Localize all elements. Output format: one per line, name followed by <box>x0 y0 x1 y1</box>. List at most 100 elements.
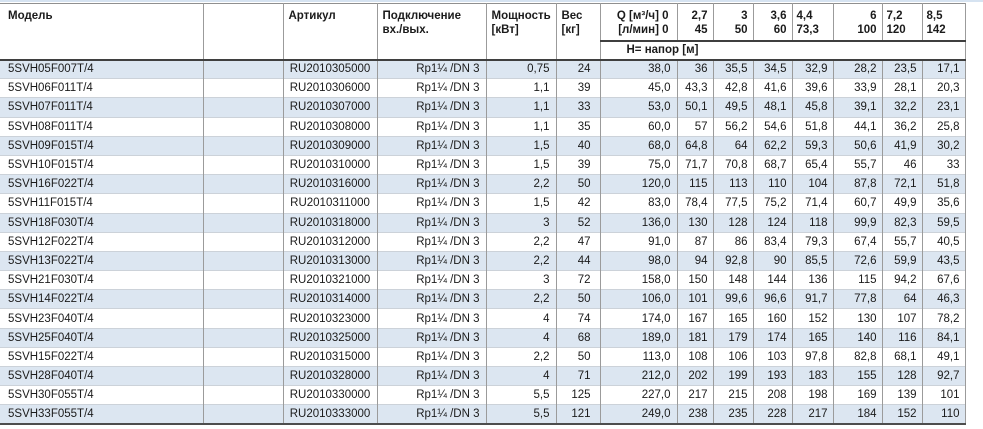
table-row: 5SVH30F055T/4 RU2010330000 Rp1¼ /DN 3 5,5 12… <box>0 385 966 405</box>
cell-head-value: 25,8 <box>922 116 966 137</box>
col-header-weight-line1: Вес <box>561 10 583 22</box>
cell-power: 5,5 <box>486 404 557 425</box>
cell-weight: 74 <box>556 308 601 329</box>
flow-m3h-value: 2,7 <box>691 10 708 22</box>
cell-weight: 24 <box>556 58 601 79</box>
cell-head-value: 41,9 <box>882 135 923 156</box>
cell-weight: 71 <box>556 365 601 386</box>
cell-head-value: 50,1 <box>677 97 714 118</box>
cell-head-value: 28,2 <box>833 58 883 79</box>
flow-col-header: 4,4 73,3 <box>792 3 834 42</box>
cell-power: 2,2 <box>486 250 557 271</box>
cell-empty <box>203 327 284 348</box>
cell-head-value: 150 <box>677 270 714 290</box>
cell-head-value: 32,2 <box>882 97 923 118</box>
flow-m3h-value: 8,5 <box>926 10 943 22</box>
cell-empty <box>203 154 284 175</box>
head-row-label: Н= напор [м] <box>600 40 966 61</box>
cell-head-value: 217 <box>677 385 714 405</box>
cell-article: RU2010305000 <box>283 58 378 79</box>
cell-head-value: 174 <box>753 327 793 348</box>
cell-head-value: 45,8 <box>792 97 834 118</box>
table-header: Модель Артикул Подключение вх./вых. Мощн… <box>0 3 966 61</box>
cell-head-value: 78,2 <box>922 308 966 329</box>
cell-model: 5SVH09F015T/4 <box>0 135 204 156</box>
cell-connection: Rp1¼ /DN 3 <box>377 404 487 425</box>
cell-weight: 42 <box>556 193 601 213</box>
flow-col-header: 8,5 142 <box>922 3 966 42</box>
cell-head-value: 28,1 <box>882 78 923 98</box>
table-row: 5SVH28F040T/4 RU2010328000 Rp1¼ /DN 3 4 71 21… <box>0 365 966 386</box>
flow-lmin-value: 50 <box>734 24 748 36</box>
col-header-power: Мощность [кВт] <box>486 3 557 61</box>
cell-article: RU2010309000 <box>283 135 378 156</box>
cell-article: RU2010330000 <box>283 385 378 405</box>
cell-head-q0: 249,0 <box>600 404 678 425</box>
cell-head-value: 64,8 <box>677 135 714 156</box>
cell-head-value: 130 <box>833 308 883 329</box>
cell-head-value: 83,4 <box>753 231 793 252</box>
col-header-flow-line2: [л/мин] 0 <box>618 24 669 36</box>
flow-lmin-value: 45 <box>694 24 708 36</box>
cell-power: 2,2 <box>486 174 557 194</box>
table-row: 5SVH08F011T/4 RU2010308000 Rp1¼ /DN 3 1,1 35… <box>0 116 966 137</box>
cell-article: RU2010314000 <box>283 289 378 309</box>
cell-head-value: 108 <box>677 346 714 367</box>
cell-weight: 121 <box>556 404 601 425</box>
cell-weight: 39 <box>556 78 601 98</box>
cell-head-value: 49,1 <box>922 346 966 367</box>
cell-head-value: 64 <box>713 135 754 156</box>
cell-model: 5SVH15F022T/4 <box>0 346 204 367</box>
cell-head-value: 51,8 <box>922 174 966 194</box>
cell-model: 5SVH07F011T/4 <box>0 97 204 118</box>
table-row: 5SVH05F007T/4 RU2010305000 Rp1¼ /DN 3 0,75 2… <box>0 58 966 79</box>
table-row: 5SVH06F011T/4 RU2010306000 Rp1¼ /DN 3 1,1 39… <box>0 78 966 98</box>
col-header-flow-line1: Q [м³/ч] 0 <box>616 10 669 22</box>
col-header-model: Модель <box>0 3 204 61</box>
cell-head-value: 152 <box>792 308 834 329</box>
cell-connection: Rp1¼ /DN 3 <box>377 97 487 118</box>
table-row: 5SVH14F022T/4 RU2010314000 Rp1¼ /DN 3 2,2 50… <box>0 289 966 309</box>
cell-head-value: 68,7 <box>753 154 793 175</box>
flow-col-header: 7,2 120 <box>882 3 923 42</box>
cell-article: RU2010321000 <box>283 270 378 290</box>
flow-lmin-value: 100 <box>857 24 877 36</box>
cell-head-value: 79,3 <box>792 231 834 252</box>
cell-head-value: 72,1 <box>882 174 923 194</box>
table-row: 5SVH33F055T/4 RU2010333000 Rp1¼ /DN 3 5,5 12… <box>0 404 966 425</box>
cell-connection: Rp1¼ /DN 3 <box>377 308 487 329</box>
cell-head-value: 49,9 <box>882 193 923 213</box>
cell-connection: Rp1¼ /DN 3 <box>377 327 487 348</box>
cell-article: RU2010318000 <box>283 212 378 233</box>
cell-head-value: 215 <box>713 385 754 405</box>
cell-head-value: 183 <box>792 365 834 386</box>
col-header-connection-line2: вх./вых. <box>382 24 429 36</box>
cell-head-q0: 106,0 <box>600 289 678 309</box>
cell-article: RU2010310000 <box>283 154 378 175</box>
cell-head-value: 107 <box>882 308 923 329</box>
cell-article: RU2010312000 <box>283 231 378 252</box>
cell-head-value: 64 <box>882 289 923 309</box>
cell-empty <box>203 116 284 137</box>
cell-model: 5SVH13F022T/4 <box>0 250 204 271</box>
cell-empty <box>203 78 284 98</box>
cell-head-value: 33 <box>922 154 966 175</box>
cell-empty <box>203 250 284 271</box>
col-header-connection: Подключение вх./вых. <box>377 3 487 61</box>
cell-head-value: 208 <box>753 385 793 405</box>
cell-connection: Rp1¼ /DN 3 <box>377 270 487 290</box>
cell-connection: Rp1¼ /DN 3 <box>377 116 487 137</box>
cell-head-value: 136 <box>792 270 834 290</box>
cell-weight: 47 <box>556 231 601 252</box>
cell-model: 5SVH11F015T/4 <box>0 193 204 213</box>
cell-head-value: 235 <box>713 404 754 425</box>
cell-head-value: 49,5 <box>713 97 754 118</box>
cell-model: 5SVH18F030T/4 <box>0 212 204 233</box>
cell-model: 5SVH10F015T/4 <box>0 154 204 175</box>
cell-head-value: 67,4 <box>833 231 883 252</box>
cell-connection: Rp1¼ /DN 3 <box>377 250 487 271</box>
cell-connection: Rp1¼ /DN 3 <box>377 193 487 213</box>
cell-head-q0: 212,0 <box>600 365 678 386</box>
cell-model: 5SVH21F030T/4 <box>0 270 204 290</box>
cell-head-value: 169 <box>833 385 883 405</box>
